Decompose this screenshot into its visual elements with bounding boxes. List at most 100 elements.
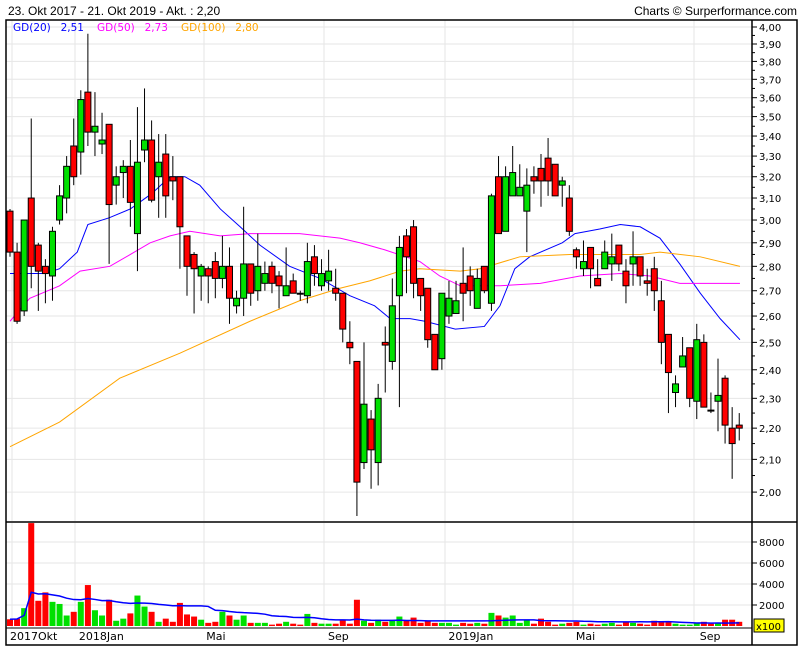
candle — [452, 280, 460, 314]
volume-unit-badge — [753, 618, 785, 633]
candle-body — [452, 300, 460, 314]
candle — [133, 107, 141, 272]
candle — [629, 231, 637, 286]
candle-body — [282, 285, 290, 297]
candle-body — [13, 251, 21, 322]
volume-bar — [580, 624, 587, 626]
moving-average-line-gd100 — [9, 251, 741, 448]
candle — [56, 185, 64, 225]
candle — [169, 156, 177, 201]
candle — [381, 326, 389, 393]
candle-body — [657, 300, 665, 343]
candle-body — [346, 341, 354, 349]
x-tick-label: Sep — [700, 630, 721, 643]
candle-body — [119, 165, 127, 174]
candle — [367, 410, 375, 489]
volume-bar — [608, 622, 615, 626]
volume-bar — [134, 595, 141, 626]
volume-bar — [538, 618, 544, 626]
candle-body — [473, 277, 481, 309]
candle-body — [388, 305, 396, 362]
candle — [544, 138, 552, 196]
candle-body — [686, 347, 694, 399]
candle — [707, 392, 715, 414]
legend-label-2: GD(100) — [181, 22, 225, 34]
candle — [728, 407, 736, 479]
volume-bar — [339, 619, 346, 626]
volume-bar — [169, 621, 176, 626]
candle-body — [247, 263, 255, 294]
candle-body — [98, 139, 106, 145]
candle-body — [480, 265, 488, 292]
candle — [91, 92, 99, 157]
volume-bar — [368, 622, 375, 626]
volume-bar — [651, 620, 658, 626]
candle — [282, 247, 290, 297]
candle — [360, 342, 368, 470]
volume-bar — [91, 610, 98, 626]
candle-body — [424, 287, 432, 341]
candle — [424, 287, 432, 348]
candle — [565, 185, 573, 236]
volume-bar — [14, 618, 21, 626]
volume-bar — [587, 623, 594, 626]
volume-bar — [7, 619, 13, 626]
candle-body — [417, 277, 425, 297]
volume-bar — [630, 622, 637, 626]
candle — [388, 278, 396, 370]
volume-bar — [141, 606, 148, 626]
candle-body — [148, 139, 156, 201]
volume-bar — [523, 619, 530, 626]
volume-bar — [566, 622, 573, 626]
volume-bar — [276, 623, 283, 626]
candle — [84, 33, 92, 146]
candle — [410, 220, 418, 299]
candle-body — [664, 333, 672, 374]
volume-bar — [283, 621, 290, 626]
candle-body — [735, 424, 743, 429]
candle-body — [622, 270, 630, 287]
volume-bar — [410, 617, 417, 626]
volume-bar — [42, 592, 49, 626]
candle-body — [509, 172, 517, 197]
candle-body — [629, 256, 637, 265]
candle — [247, 263, 255, 306]
volume-bar — [191, 616, 198, 626]
volume-tick-label: 2000 — [759, 601, 784, 612]
volume-bar — [212, 621, 219, 626]
volume-bar — [502, 617, 509, 626]
candle — [594, 259, 602, 287]
price-tick-label: 3,40 — [759, 132, 781, 143]
candle-body — [310, 256, 318, 275]
candle — [126, 140, 134, 227]
price-tick-label: 2,60 — [759, 312, 781, 323]
volume-bar — [693, 622, 700, 626]
price-tick-label: 3,20 — [759, 173, 781, 184]
volume-bar — [403, 620, 410, 626]
x-tick-label: 2019Jan — [448, 630, 493, 643]
volume-bar — [545, 621, 552, 626]
x-tick-label: Sep — [328, 630, 349, 643]
volume-bar — [254, 622, 261, 626]
candle — [622, 259, 630, 304]
candle-body — [56, 195, 64, 221]
candle — [551, 163, 559, 197]
volume-bar — [56, 603, 63, 626]
candle-body — [374, 397, 382, 464]
candle-body — [643, 280, 651, 284]
volume-bar — [63, 615, 70, 626]
volume-bar — [162, 618, 169, 626]
candle-body — [530, 176, 538, 182]
candle-body — [608, 256, 616, 265]
volume-bar — [49, 601, 56, 626]
candle-body — [438, 292, 446, 360]
candle — [105, 123, 113, 264]
volume-bar — [127, 613, 134, 626]
candle-body — [268, 265, 276, 284]
candle-body — [431, 333, 439, 371]
candle — [679, 337, 687, 368]
volume-bar — [700, 621, 707, 626]
volume-bar — [332, 623, 339, 626]
candle-body — [332, 287, 340, 294]
candle — [70, 118, 78, 186]
